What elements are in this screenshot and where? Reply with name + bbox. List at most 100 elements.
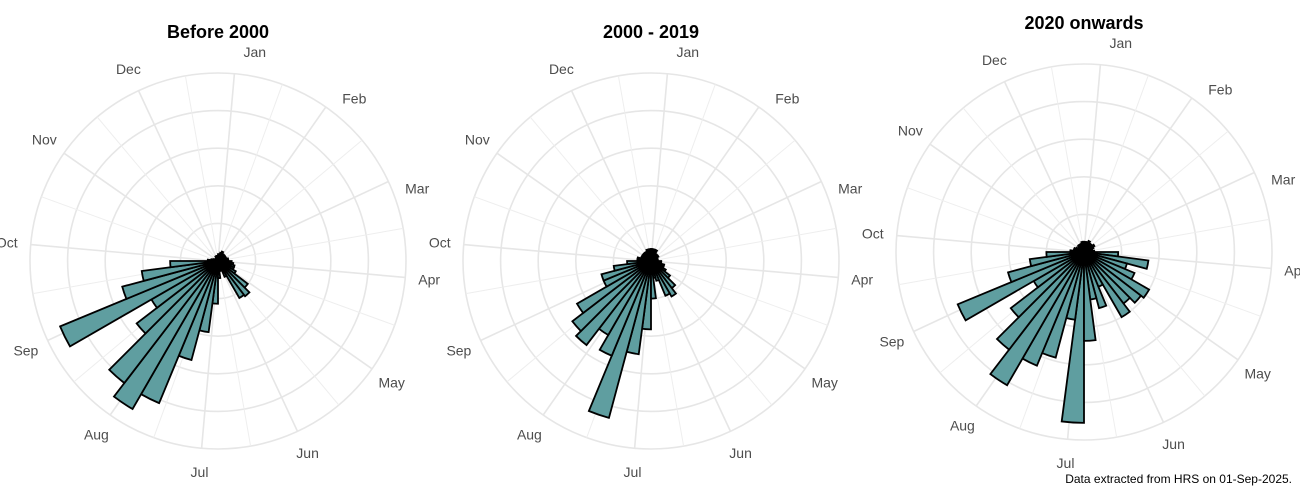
month-label-feb: Feb (342, 91, 366, 107)
grid-spoke (617, 75, 652, 262)
grid-spoke (650, 84, 716, 262)
grid-spoke (929, 143, 1085, 253)
grid-spoke (463, 243, 652, 262)
polar-grid (462, 72, 840, 450)
grid-spoke (650, 227, 837, 262)
grid-ring (142, 185, 294, 337)
month-label-sep: Sep (13, 343, 38, 359)
bar-aug-w2 (995, 251, 1085, 351)
grid-spoke (1083, 75, 1149, 253)
grid-spoke (184, 75, 219, 262)
bar-jun-w1 (650, 260, 672, 297)
bar-sep-w2 (121, 260, 219, 301)
month-label-oct: Oct (429, 235, 451, 251)
month-label-jan: Jan (1110, 35, 1133, 51)
bar-aug-w3 (135, 260, 219, 335)
bar-sep-w1 (956, 251, 1085, 322)
month-label-dec: Dec (982, 52, 1007, 68)
grid-ring (537, 147, 765, 375)
grid-spoke (907, 187, 1085, 253)
bar-may-w4 (217, 260, 246, 300)
grid-spoke (217, 84, 283, 262)
grid-spoke (217, 260, 406, 279)
month-label-jan: Jan (244, 44, 267, 60)
bar-aug-w3 (571, 260, 652, 333)
grid-spoke (650, 260, 806, 370)
grid-spoke (650, 106, 760, 262)
grid-spoke (474, 196, 652, 262)
grid-spoke (962, 107, 1085, 253)
panel-title: 2020 onwards (1024, 13, 1143, 33)
month-label-aug: Aug (84, 427, 109, 443)
month-label-jul: Jul (191, 464, 209, 480)
grid-spoke (63, 152, 219, 262)
bar-may-w4 (650, 260, 678, 298)
grid-ring (29, 72, 407, 450)
bar-aug-w1 (112, 260, 219, 411)
bar-jun-w4 (1083, 251, 1097, 342)
month-label-mar: Mar (1271, 172, 1295, 188)
grid-spoke (137, 90, 219, 262)
month-label-feb: Feb (1208, 82, 1232, 98)
bar-sep-w2 (600, 260, 652, 282)
month-label-aug: Aug (517, 427, 542, 443)
month-label-dec: Dec (549, 61, 574, 77)
grid-spoke (1083, 64, 1102, 253)
grid-spoke (650, 139, 796, 262)
bar-jun-w4 (650, 260, 657, 300)
grid-spoke (217, 139, 363, 262)
bar-aug-w1 (989, 251, 1085, 387)
grid-spoke (896, 234, 1085, 253)
bars (571, 248, 678, 419)
bar-sep-w4 (169, 260, 219, 269)
bar-aug-w4 (575, 260, 652, 315)
grid-spoke (217, 106, 327, 262)
month-label-mar: Mar (405, 181, 429, 197)
grid-spoke (217, 227, 404, 262)
polar-panel-2020-onwards: 2020 onwards Jan Feb Mar Apr May Jun Jul Aug Sep… (862, 13, 1300, 471)
grid-spoke (496, 152, 652, 262)
month-label-oct: Oct (862, 226, 884, 242)
grid-spoke (41, 196, 219, 262)
grid-spoke (650, 73, 669, 262)
grid-spoke (217, 180, 389, 262)
grid-spoke (1083, 218, 1270, 253)
panel-title: 2000 - 2019 (603, 22, 699, 42)
month-label-feb: Feb (775, 91, 799, 107)
grid-spoke (30, 243, 219, 262)
month-label-sep: Sep (879, 334, 904, 350)
panel-title: Before 2000 (167, 22, 269, 42)
month-label-jan: Jan (677, 44, 700, 60)
grid-spoke (570, 90, 652, 262)
bar-sep-w3 (140, 260, 219, 283)
bar-sep-w4 (1045, 251, 1085, 258)
bar-sep-w1 (58, 260, 219, 348)
grid-spoke (650, 260, 685, 447)
grid-spoke (217, 260, 299, 432)
grid-ring (499, 109, 803, 413)
month-label-nov: Nov (465, 131, 490, 147)
month-label-oct: Oct (0, 235, 18, 251)
bars (58, 250, 251, 411)
bar-sep-w2 (1006, 251, 1085, 284)
bar-aug-w3 (1009, 251, 1085, 319)
month-label-may: May (378, 375, 404, 391)
grid-spoke (650, 180, 822, 262)
month-label-mar: Mar (838, 181, 862, 197)
bar-jun-w4 (217, 260, 222, 279)
month-label-sep: Sep (446, 343, 471, 359)
month-label-may: May (1244, 366, 1270, 382)
month-label-aug: Aug (950, 418, 975, 434)
polar-panel-2000-2019: 2000 - 2019 Jan Feb Mar Apr May Jun Jul Aug Sep O… (429, 22, 874, 480)
grid-spoke (1083, 97, 1193, 253)
grid-ring (574, 185, 727, 337)
grid-spoke (217, 260, 252, 447)
month-label-jun: Jun (729, 445, 752, 461)
grid-ring (104, 147, 332, 375)
grid-spoke (650, 260, 839, 279)
grid-spoke (217, 260, 395, 326)
month-label-jun: Jun (1162, 436, 1185, 452)
month-label-apr: Apr (851, 272, 873, 288)
grid-spoke (217, 260, 373, 370)
